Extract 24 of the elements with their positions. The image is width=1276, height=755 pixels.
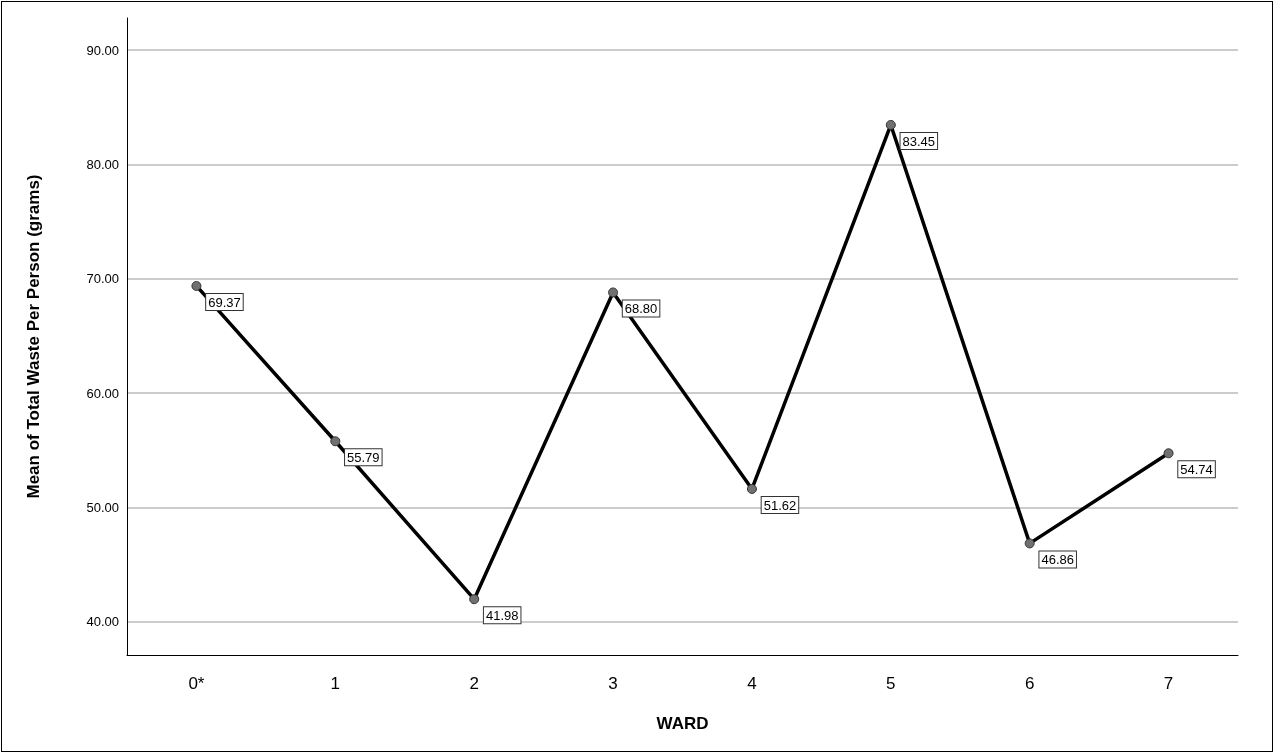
y-axis-title: Mean of Total Waste Per Person (grams) — [24, 174, 43, 499]
data-label: 54.74 — [1180, 462, 1213, 478]
data-label: 41.98 — [485, 608, 519, 624]
y-tick-label: 80.00 — [86, 156, 119, 172]
y-tick-label: 70.00 — [86, 271, 119, 287]
y-tick-label: 90.00 — [86, 42, 119, 58]
x-tick-label: 6 — [1024, 674, 1035, 693]
data-label: 83.45 — [902, 133, 936, 149]
x-tick-label: 5 — [886, 674, 896, 693]
data-label: 46.86 — [1041, 552, 1074, 568]
data-label: 69.37 — [208, 294, 241, 310]
x-tick-label: 3 — [608, 674, 618, 693]
data-label: 51.62 — [763, 497, 797, 513]
y-tick-label: 40.00 — [86, 614, 119, 630]
x-tick-label: 0* — [188, 674, 205, 693]
x-axis-title: WARD — [656, 714, 709, 733]
x-tick-label: 1 — [330, 674, 341, 693]
x-tick-label: 4 — [747, 674, 757, 693]
data-label: 68.80 — [624, 301, 658, 317]
x-tick-label: 2 — [469, 674, 479, 693]
y-tick-label: 50.00 — [86, 499, 119, 515]
x-tick-label: 7 — [1163, 674, 1174, 693]
y-tick-label: 60.00 — [86, 385, 119, 401]
data-label: 55.79 — [347, 450, 380, 466]
